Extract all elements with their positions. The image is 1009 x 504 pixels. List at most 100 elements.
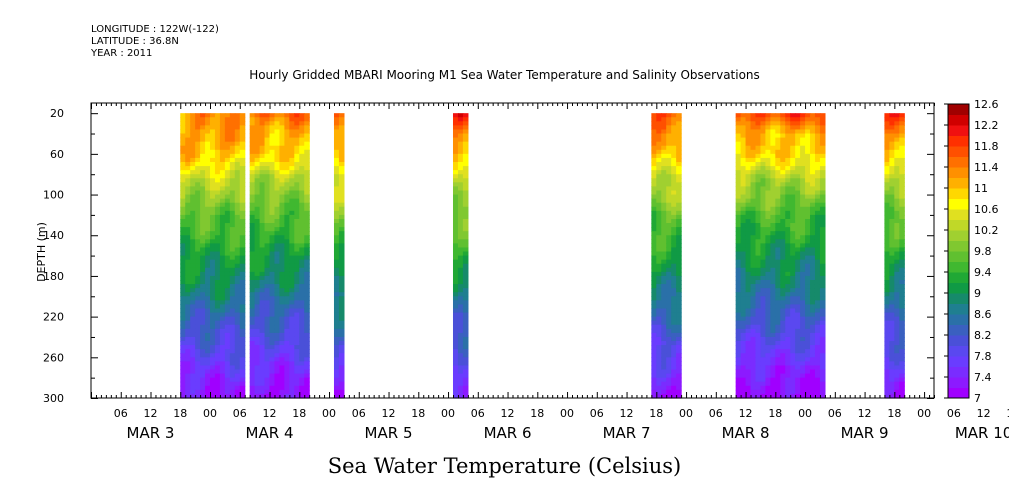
colorbar-tick-label: 9.8 — [974, 245, 992, 258]
y-tick-label: 220 — [43, 311, 64, 324]
colorbar-swatch — [948, 282, 969, 294]
colorbar-swatch — [948, 261, 969, 273]
colorbar-swatch — [948, 314, 969, 325]
x-day-label: MAR 10 — [955, 424, 1009, 442]
colorbar-swatch — [948, 303, 969, 315]
x-axis: 06 12 18 00 06 12 18 00 06 12 18 00 06 12 18 00 06 12 18 00… — [91, 103, 1009, 442]
colorbar-tick-label: 11.4 — [974, 161, 999, 174]
data-block — [180, 113, 246, 399]
colorbar-tick-label: 9.4 — [974, 266, 992, 279]
y-axis: 20 60 100 140 180 220 260 300 — [43, 107, 934, 405]
colorbar-swatch — [948, 219, 969, 231]
colorbar-swatch — [948, 114, 969, 126]
y-tick-label: 100 — [43, 189, 64, 202]
x-hour-tick-label: 06 — [233, 407, 247, 420]
x-day-label: MAR 5 — [365, 424, 413, 442]
data-block — [452, 113, 469, 399]
colorbar: 12.6 12.2 11.8 11.4 11 10.6 10.2 9.8 9.4 9 8.6 8.2 7… — [944, 98, 999, 405]
colorbar-tick-label: 12.6 — [974, 98, 999, 111]
x-hour-tick-label: 00 — [203, 407, 217, 420]
colorbar-swatch — [948, 366, 969, 378]
colorbar-swatch — [948, 356, 969, 367]
colorbar-swatch — [948, 156, 969, 168]
x-day-label: MAR 4 — [246, 424, 294, 442]
y-tick-label: 140 — [43, 229, 64, 242]
colorbar-swatch — [948, 293, 969, 304]
colorbar-swatch — [948, 387, 969, 399]
x-hour-tick-label: 18 — [1006, 407, 1009, 420]
colorbar-swatch — [948, 209, 969, 220]
colorbar-swatch — [948, 377, 969, 388]
colorbar-swatch — [948, 188, 969, 199]
colorbar-tick-label: 11 — [974, 182, 988, 195]
x-day-label: MAR 8 — [722, 424, 770, 442]
y-tick-label: 300 — [43, 392, 64, 405]
x-hour-tick-label: 06 — [828, 407, 842, 420]
colorbar-swatch — [948, 272, 969, 283]
chart-title: Hourly Gridded MBARI Mooring M1 Sea Wate… — [249, 68, 760, 82]
colorbar-tick-label: 10.2 — [974, 224, 999, 237]
colorbar-swatch — [948, 251, 969, 262]
x-day-label: MAR 9 — [841, 424, 889, 442]
colorbar-swatch — [948, 335, 969, 346]
variable-title: Sea Water Temperature (Celsius) — [327, 454, 682, 478]
x-hour-tick-label: 12 — [739, 407, 753, 420]
x-day-label: MAR 3 — [127, 424, 175, 442]
latitude-label: LATITUDE : 36.8N — [91, 36, 179, 47]
y-tick-label: 180 — [43, 270, 64, 283]
x-hour-tick-label: 18 — [530, 407, 544, 420]
colorbar-tick-label: 11.8 — [974, 140, 999, 153]
colorbar-tick-label: 7 — [974, 392, 981, 405]
x-hour-tick-label: 06 — [709, 407, 723, 420]
x-hour-tick-label: 18 — [649, 407, 663, 420]
x-hour-tick-label: 12 — [858, 407, 872, 420]
colorbar-swatch — [948, 125, 969, 136]
x-hour-tick-label: 18 — [887, 407, 901, 420]
x-day-label: MAR 6 — [484, 424, 532, 442]
x-hour-tick-label: 00 — [679, 407, 693, 420]
x-hour-tick-label: 12 — [263, 407, 277, 420]
x-hour-tick-label: 06 — [352, 407, 366, 420]
data-block — [735, 113, 826, 399]
colorbar-swatch — [948, 198, 969, 210]
data-block — [651, 113, 682, 399]
x-hour-tick-label: 00 — [798, 407, 812, 420]
x-hour-tick-label: 06 — [471, 407, 485, 420]
x-hour-tick-label: 18 — [292, 407, 306, 420]
y-tick-label: 20 — [50, 107, 64, 120]
x-hour-tick-label: 12 — [144, 407, 158, 420]
x-hour-tick-label: 18 — [411, 407, 425, 420]
colorbar-tick-label: 10.6 — [974, 203, 999, 216]
x-hour-tick-label: 06 — [590, 407, 604, 420]
x-hour-tick-label: 12 — [620, 407, 634, 420]
x-hour-tick-label: 00 — [560, 407, 574, 420]
x-hour-tick-label: 12 — [501, 407, 515, 420]
y-axis-label: DEPTH (m) — [35, 222, 48, 282]
colorbar-swatch — [948, 177, 969, 189]
colorbar-swatch — [948, 345, 969, 357]
longitude-label: LONGITUDE : 122W(-122) — [91, 24, 219, 35]
colorbar-tick-label: 7.4 — [974, 371, 992, 384]
data-block — [884, 113, 905, 399]
colorbar-swatch — [948, 324, 969, 336]
colorbar-swatch — [948, 230, 969, 241]
x-hour-tick-label: 06 — [947, 407, 961, 420]
colorbar-tick-label: 9 — [974, 287, 981, 300]
x-hour-tick-label: 00 — [917, 407, 931, 420]
data-block — [333, 113, 345, 399]
y-tick-label: 260 — [43, 351, 64, 364]
x-hour-tick-label: 18 — [173, 407, 187, 420]
colorbar-tick-label: 7.8 — [974, 350, 992, 363]
colorbar-swatch — [948, 167, 969, 178]
colorbar-swatch — [948, 135, 969, 147]
colorbar-swatch — [948, 104, 969, 115]
colorbar-swatch — [948, 146, 969, 157]
x-hour-tick-label: 00 — [441, 407, 455, 420]
colorbar-swatch — [948, 240, 969, 252]
x-day-label: MAR 7 — [603, 424, 651, 442]
year-label: YEAR : 2011 — [91, 48, 153, 59]
x-hour-tick-label: 18 — [768, 407, 782, 420]
colorbar-tick-label: 8.6 — [974, 308, 992, 321]
colorbar-tick-label: 12.2 — [974, 119, 999, 132]
